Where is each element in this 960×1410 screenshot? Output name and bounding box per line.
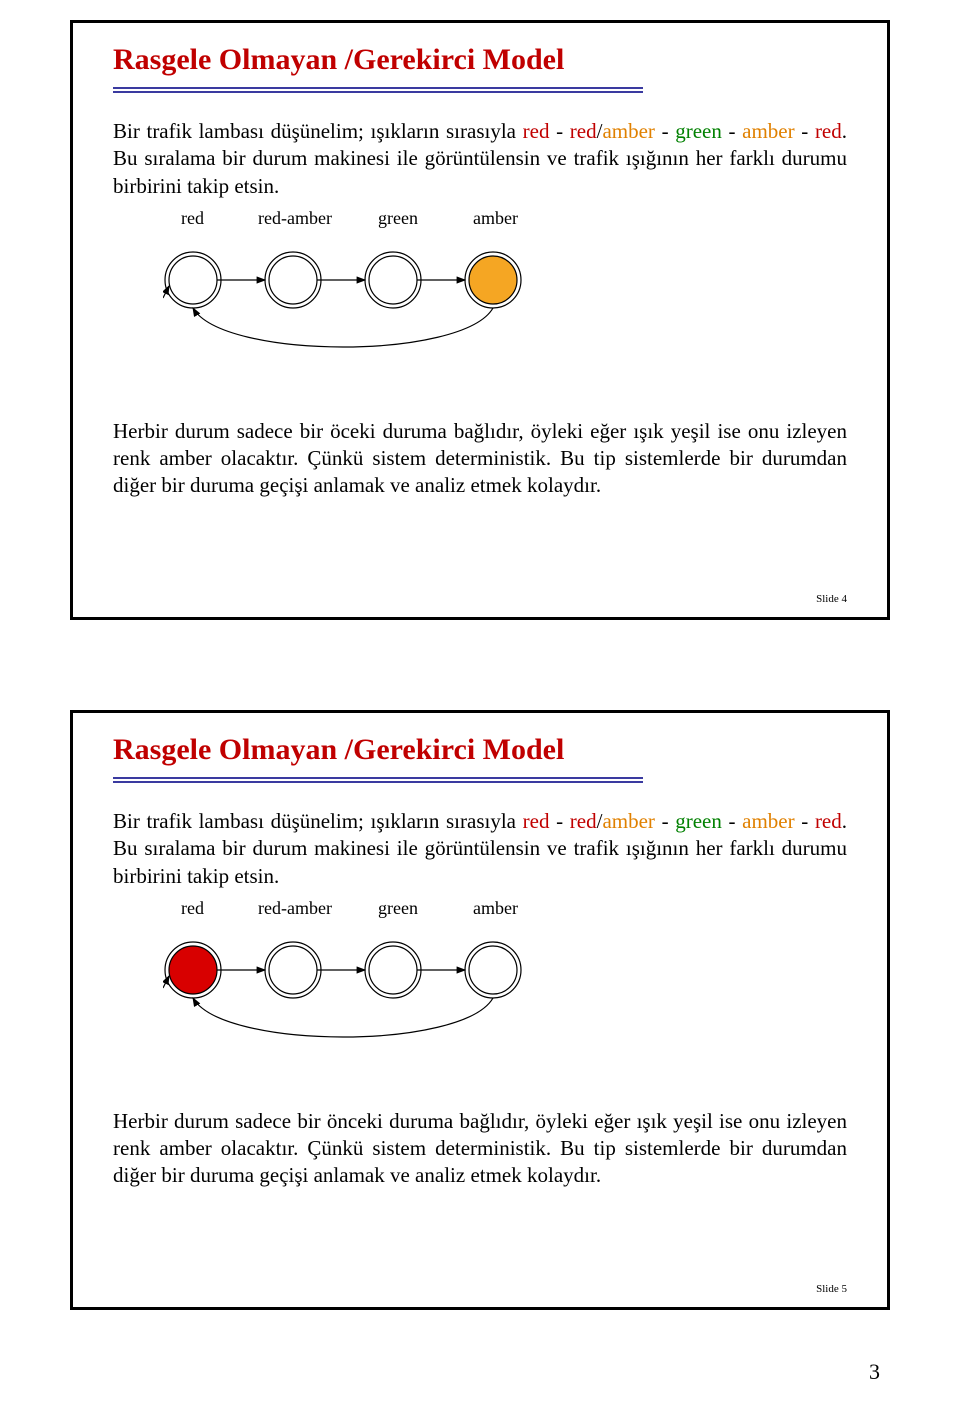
text-span: - — [795, 809, 815, 833]
amber-word: amber — [742, 809, 794, 833]
node-label-amber: amber — [473, 898, 518, 919]
text-span: Bir trafik lambası düşünelim; ışıkların … — [113, 119, 523, 143]
text-span: - — [722, 809, 742, 833]
slide-intro-text: Bir trafik lambası düşünelim; ışıkların … — [113, 808, 847, 890]
amber-word: amber — [602, 119, 654, 143]
page: Rasgele Olmayan /Gerekirci Model Bir tra… — [0, 0, 960, 1410]
slide-body-text: Herbir durum sadece bir önceki duruma ba… — [113, 1108, 847, 1190]
amber-word: amber — [742, 119, 794, 143]
green-word: green — [675, 119, 722, 143]
spacer — [113, 368, 847, 418]
red-word: red — [570, 119, 597, 143]
state-diagram: red red-amber green amber — [163, 208, 903, 358]
text-span: - — [795, 119, 815, 143]
node-label-red: red — [181, 208, 204, 229]
slide-body-text: Herbir durum sadece bir öceki duruma bağ… — [113, 418, 847, 500]
spacer — [113, 1058, 847, 1108]
text-span: - — [549, 809, 569, 833]
red-word: red — [815, 809, 842, 833]
green-word: green — [675, 809, 722, 833]
red-word: red — [815, 119, 842, 143]
node-label-red-amber: red-amber — [258, 208, 332, 229]
red-word: red — [523, 119, 550, 143]
slide-number: Slide 4 — [816, 593, 847, 605]
state-diagram: red red-amber green amber — [163, 898, 903, 1048]
page-number: 3 — [869, 1359, 880, 1385]
node-label-green: green — [378, 898, 418, 919]
slide-number: Slide 5 — [816, 1283, 847, 1295]
text-span: - — [655, 119, 675, 143]
text-span: Bir trafik lambası düşünelim; ışıkların … — [113, 809, 523, 833]
title-underline — [113, 87, 643, 93]
node-label-green: green — [378, 208, 418, 229]
node-label-red-amber: red-amber — [258, 898, 332, 919]
node-label-red: red — [181, 898, 204, 919]
red-word: red — [523, 809, 550, 833]
text-span: - — [655, 809, 675, 833]
amber-word: amber — [602, 809, 654, 833]
state-diagram-svg — [163, 920, 583, 1050]
slide-title: Rasgele Olmayan /Gerekirci Model — [113, 733, 847, 767]
slide-intro-text: Bir trafik lambası düşünelim; ışıkların … — [113, 118, 847, 200]
text-span: - — [549, 119, 569, 143]
slide-2: Rasgele Olmayan /Gerekirci Model Bir tra… — [70, 710, 890, 1310]
slide-1: Rasgele Olmayan /Gerekirci Model Bir tra… — [70, 20, 890, 620]
slide-title: Rasgele Olmayan /Gerekirci Model — [113, 43, 847, 77]
text-span: - — [722, 119, 742, 143]
red-word: red — [570, 809, 597, 833]
node-label-amber: amber — [473, 208, 518, 229]
title-underline — [113, 777, 643, 783]
state-diagram-svg — [163, 230, 583, 360]
